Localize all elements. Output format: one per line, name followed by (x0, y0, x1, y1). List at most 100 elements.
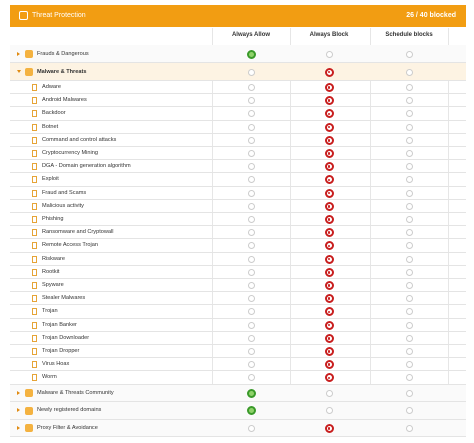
radio[interactable] (247, 295, 255, 303)
radio-selected[interactable] (324, 162, 334, 172)
radio-selected[interactable] (324, 267, 334, 277)
item-row[interactable]: Backdoor (10, 107, 466, 121)
radio[interactable] (405, 308, 413, 316)
radio-selected[interactable] (246, 406, 256, 416)
radio-selected[interactable] (324, 83, 334, 93)
radio[interactable] (405, 255, 413, 263)
radio[interactable] (405, 242, 413, 250)
item-row[interactable]: Fraud and Scams (10, 187, 466, 200)
radio[interactable] (247, 163, 255, 171)
radio[interactable] (405, 216, 413, 224)
radio[interactable] (247, 229, 255, 237)
radio[interactable] (405, 282, 413, 290)
radio-selected[interactable] (324, 122, 334, 132)
radio[interactable] (405, 150, 413, 158)
expand-caret[interactable] (17, 408, 20, 413)
radio[interactable] (247, 123, 255, 131)
expand-caret[interactable] (17, 69, 21, 73)
radio[interactable] (247, 216, 255, 224)
group-row[interactable]: Frauds & Dangerous (10, 45, 466, 63)
radio[interactable] (325, 389, 333, 397)
radio[interactable] (247, 136, 255, 144)
item-row[interactable]: Ransomware and Cryptowall (10, 226, 466, 240)
item-row[interactable]: Trojan (10, 305, 466, 319)
group-row[interactable]: Malware & Threats (10, 63, 466, 81)
radio-selected[interactable] (246, 49, 256, 59)
item-row[interactable]: Spyware (10, 279, 466, 293)
item-row[interactable]: Malicious activity (10, 200, 466, 213)
radio-selected[interactable] (324, 96, 334, 106)
radio[interactable] (247, 189, 255, 197)
radio-selected[interactable] (324, 241, 334, 251)
radio[interactable] (405, 295, 413, 303)
radio[interactable] (405, 407, 413, 415)
item-row[interactable]: Android Malwares (10, 94, 466, 108)
item-row[interactable]: Trojan Dropper (10, 345, 466, 359)
radio[interactable] (405, 50, 413, 58)
item-row[interactable]: Cryptocurrency Mining (10, 147, 466, 161)
item-row[interactable]: Trojan Banker (10, 319, 466, 332)
radio-selected[interactable] (324, 307, 334, 317)
radio[interactable] (405, 424, 413, 432)
radio-selected[interactable] (324, 347, 334, 357)
radio[interactable] (325, 50, 333, 58)
item-row[interactable]: DGA - Domain generation algorithm (10, 160, 466, 174)
radio[interactable] (247, 255, 255, 263)
radio[interactable] (405, 123, 413, 131)
radio[interactable] (405, 374, 413, 382)
radio[interactable] (247, 68, 255, 76)
radio-selected[interactable] (324, 135, 334, 145)
item-row[interactable]: Phishing (10, 213, 466, 227)
radio-selected[interactable] (324, 228, 334, 238)
radio-selected[interactable] (324, 254, 334, 264)
radio[interactable] (405, 136, 413, 144)
radio-selected[interactable] (324, 215, 334, 225)
item-row[interactable]: Adware (10, 81, 466, 95)
item-row[interactable]: Stealer Malwares (10, 292, 466, 306)
radio[interactable] (247, 176, 255, 184)
radio-selected[interactable] (324, 294, 334, 304)
radio-selected[interactable] (324, 201, 334, 211)
radio[interactable] (247, 348, 255, 356)
radio[interactable] (247, 202, 255, 210)
radio-selected[interactable] (324, 149, 334, 159)
radio-selected[interactable] (246, 388, 256, 398)
expand-caret[interactable] (17, 51, 20, 56)
item-row[interactable]: Virus Hoax (10, 358, 466, 372)
radio-selected[interactable] (324, 109, 334, 119)
radio[interactable] (247, 150, 255, 158)
radio[interactable] (405, 348, 413, 356)
radio-selected[interactable] (324, 188, 334, 198)
radio[interactable] (405, 68, 413, 76)
radio[interactable] (405, 229, 413, 237)
radio[interactable] (247, 242, 255, 250)
radio[interactable] (405, 321, 413, 329)
radio[interactable] (405, 97, 413, 105)
item-row[interactable]: Trojan Downloader (10, 332, 466, 345)
radio[interactable] (247, 374, 255, 382)
group-row[interactable]: Newly registered domains (10, 402, 466, 420)
radio[interactable] (405, 268, 413, 276)
radio[interactable] (405, 84, 413, 92)
item-row[interactable]: Remote Access Trojan (10, 239, 466, 253)
item-row[interactable]: Rootkit (10, 266, 466, 279)
radio[interactable] (247, 321, 255, 329)
radio[interactable] (405, 361, 413, 369)
radio[interactable] (405, 334, 413, 342)
radio-selected[interactable] (324, 320, 334, 330)
item-row[interactable]: Command and control attacks (10, 134, 466, 147)
radio-selected[interactable] (324, 360, 334, 370)
radio[interactable] (247, 110, 255, 118)
radio[interactable] (247, 282, 255, 290)
radio[interactable] (405, 176, 413, 184)
radio[interactable] (405, 189, 413, 197)
item-row[interactable]: Exploit (10, 173, 466, 187)
expand-caret[interactable] (17, 390, 20, 395)
radio[interactable] (247, 361, 255, 369)
radio[interactable] (405, 110, 413, 118)
radio[interactable] (247, 97, 255, 105)
radio-selected[interactable] (324, 423, 334, 433)
group-row[interactable]: Malware & Threats Community (10, 384, 466, 403)
radio[interactable] (405, 202, 413, 210)
radio[interactable] (247, 84, 255, 92)
